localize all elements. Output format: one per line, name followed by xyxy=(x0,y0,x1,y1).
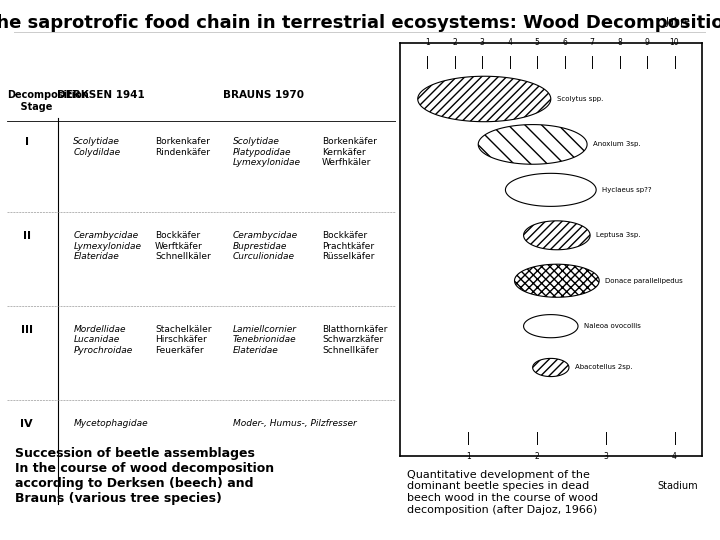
Text: Cerambycidae
Lymexylonidae
Elateridae: Cerambycidae Lymexylonidae Elateridae xyxy=(73,231,141,261)
Text: 3: 3 xyxy=(480,38,485,48)
Text: 1: 1 xyxy=(425,38,429,48)
Text: Blatthornkäfer
Schwarzkäfer
Schnellkäfer: Blatthornkäfer Schwarzkäfer Schnellkäfer xyxy=(322,325,387,355)
Text: DERKSEN 1941: DERKSEN 1941 xyxy=(57,90,145,100)
Text: Hyclaeus sp??: Hyclaeus sp?? xyxy=(602,187,652,193)
Text: Donace parallelipedus: Donace parallelipedus xyxy=(606,278,683,284)
Text: IV: IV xyxy=(20,419,33,429)
Text: Bockkäfer
Werftkäfer
Schnellkäler: Bockkäfer Werftkäfer Schnellkäler xyxy=(155,231,211,261)
Text: Jahre: Jahre xyxy=(665,17,690,26)
Text: Stachelkäler
Hirschkäfer
Feuerkäfer: Stachelkäler Hirschkäfer Feuerkäfer xyxy=(155,325,212,355)
Text: BRAUNS 1970: BRAUNS 1970 xyxy=(223,90,305,100)
Polygon shape xyxy=(418,76,551,122)
Text: Scolytidae
Colydildae: Scolytidae Colydildae xyxy=(73,137,120,157)
Text: Scolytidae
Platypodidae
Lymexylonidae: Scolytidae Platypodidae Lymexylonidae xyxy=(233,137,301,167)
Text: Naleoa ovocollis: Naleoa ovocollis xyxy=(584,323,641,329)
Text: Abacotellus 2sp.: Abacotellus 2sp. xyxy=(575,364,632,370)
Text: Mycetophagidae: Mycetophagidae xyxy=(73,419,148,428)
Text: Bockkäfer
Prachtkäfer
Rüsselkäfer: Bockkäfer Prachtkäfer Rüsselkäfer xyxy=(322,231,374,261)
Text: 1: 1 xyxy=(466,452,471,461)
Polygon shape xyxy=(523,315,578,338)
Text: 8: 8 xyxy=(617,38,622,48)
Polygon shape xyxy=(523,221,590,249)
Polygon shape xyxy=(505,173,596,206)
Text: 9: 9 xyxy=(644,38,649,48)
Polygon shape xyxy=(533,359,569,376)
Polygon shape xyxy=(478,125,587,164)
Text: I: I xyxy=(24,137,29,147)
Text: 4: 4 xyxy=(672,452,677,461)
Text: Borkenkafer
Rindenkäfer: Borkenkafer Rindenkäfer xyxy=(155,137,210,157)
Text: Stadium: Stadium xyxy=(657,481,698,491)
Text: Cerambycidae
Buprestidae
Curculionidae: Cerambycidae Buprestidae Curculionidae xyxy=(233,231,298,261)
Text: Quantitative development of the
dominant beetle species in dead
beech wood in th: Quantitative development of the dominant… xyxy=(407,470,598,515)
Polygon shape xyxy=(515,264,599,297)
Text: Lamiellcornier
Tenebrionidae
Elateridae: Lamiellcornier Tenebrionidae Elateridae xyxy=(233,325,297,355)
Text: Anoxium 3sp.: Anoxium 3sp. xyxy=(593,141,641,147)
Text: Borkenkäfer
Kernkäfer
Werfhkäler: Borkenkäfer Kernkäfer Werfhkäler xyxy=(322,137,377,167)
Text: 3: 3 xyxy=(603,452,608,461)
Text: 2: 2 xyxy=(452,38,457,48)
Text: 4: 4 xyxy=(507,38,512,48)
Text: II: II xyxy=(22,231,31,241)
Text: Leptusa 3sp.: Leptusa 3sp. xyxy=(596,232,641,238)
Text: 7: 7 xyxy=(590,38,595,48)
Text: The saprotrofic food chain in terrestrial ecosystems: Wood Decomposition: The saprotrofic food chain in terrestria… xyxy=(0,14,720,31)
Text: 5: 5 xyxy=(535,38,539,48)
Text: 10: 10 xyxy=(670,38,680,48)
Text: Succession of beetle assemblages
In the course of wood decomposition
according t: Succession of beetle assemblages In the … xyxy=(15,447,274,505)
Text: III: III xyxy=(21,325,32,335)
Text: 6: 6 xyxy=(562,38,567,48)
Text: Moder-, Humus-, Pilzfresser: Moder-, Humus-, Pilzfresser xyxy=(233,419,356,428)
Text: 2: 2 xyxy=(535,452,539,461)
Text: Mordellidae
Lucanidae
Pyrochroidae: Mordellidae Lucanidae Pyrochroidae xyxy=(73,325,132,355)
Text: Scolytus spp.: Scolytus spp. xyxy=(557,96,603,102)
Text: Decomposition
    Stage: Decomposition Stage xyxy=(7,90,89,112)
